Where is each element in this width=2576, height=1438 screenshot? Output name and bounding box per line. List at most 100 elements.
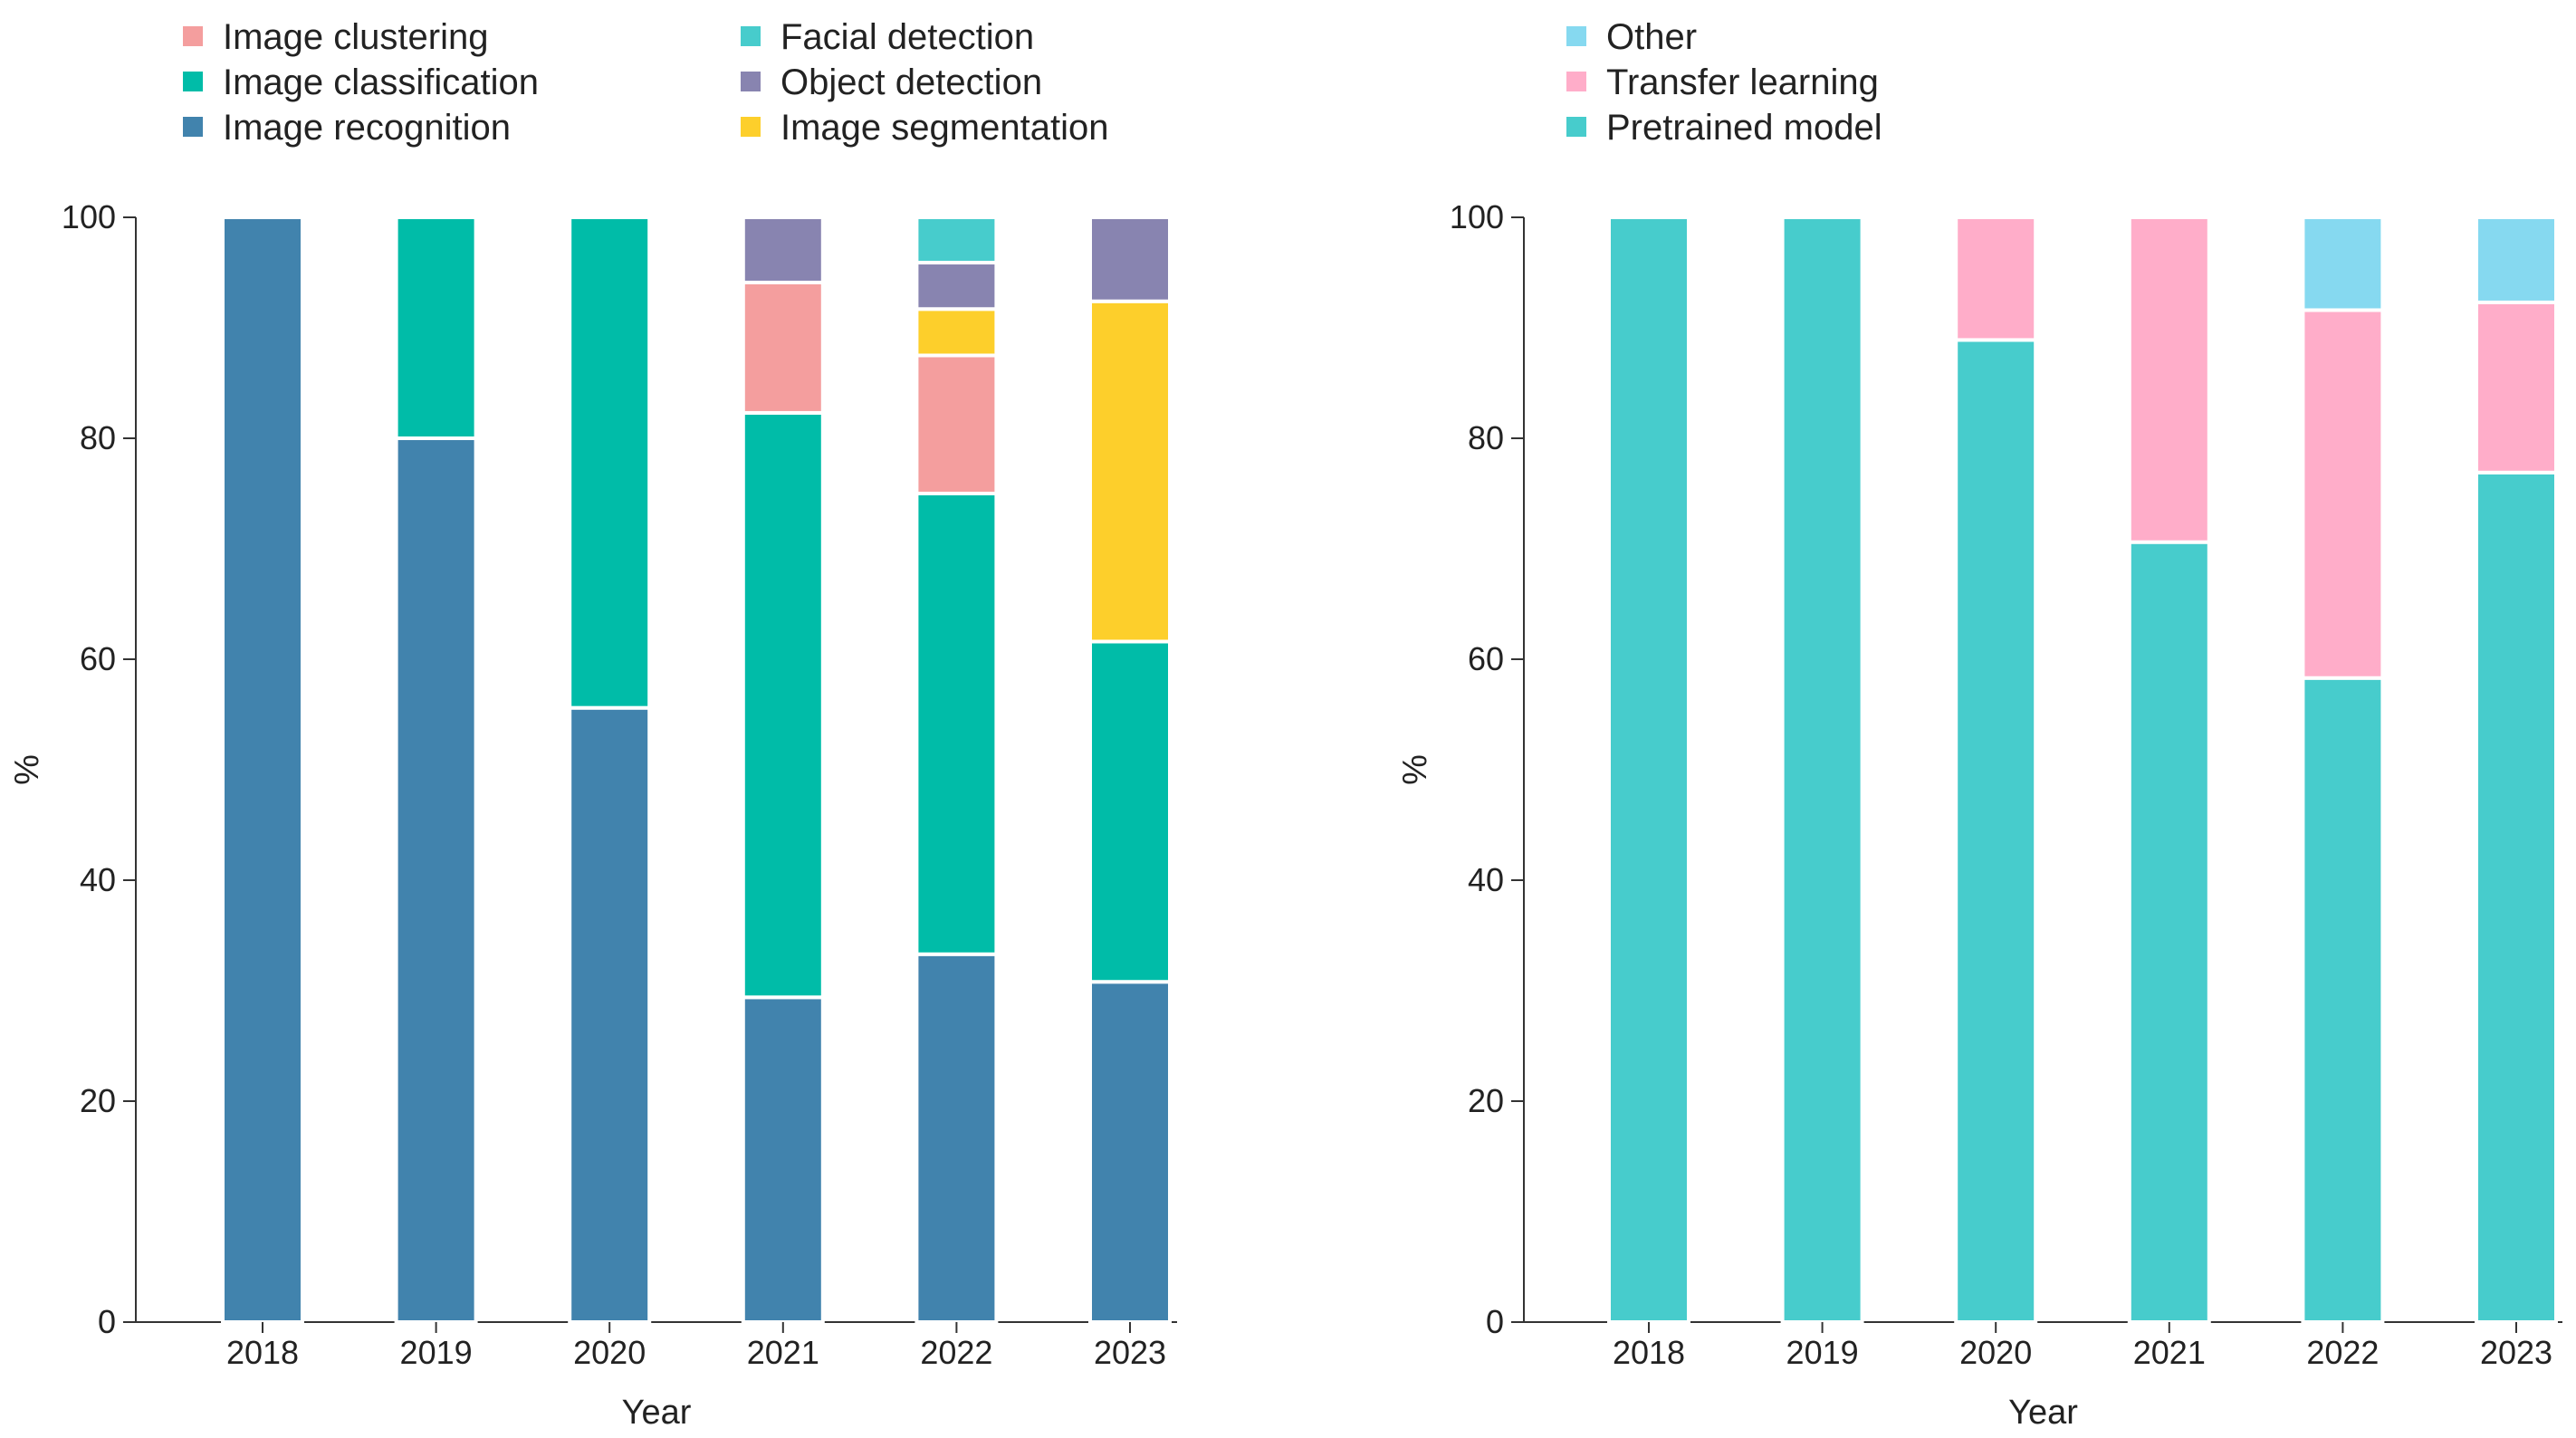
bar-group-2022: [2301, 216, 2385, 1324]
y-tick-label: 0: [1486, 1303, 1504, 1340]
legend-label: Object detection: [780, 62, 1042, 102]
y-tick-label: 60: [80, 640, 116, 677]
legend-item-image-segmentation: Image segmentation: [741, 108, 1108, 148]
bar-group-2021: [741, 216, 825, 1324]
x-tick-label: 2018: [226, 1334, 299, 1371]
bar-group-2020: [1954, 216, 2038, 1324]
legend-label: Transfer learning: [1606, 62, 1879, 102]
bar-image-recognition-2018: [221, 216, 304, 1324]
bar-image-segmentation-2023: [1088, 299, 1172, 644]
bar-group-2023: [2475, 216, 2558, 1324]
legend-label: Facial detection: [780, 17, 1034, 57]
x-tick-label: 2022: [2306, 1334, 2379, 1371]
bar-pretrained-model-2022: [2301, 676, 2385, 1324]
legend-swatch: [1566, 26, 1586, 46]
bar-object-detection-2021: [741, 216, 825, 284]
x-tick-label: 2021: [2133, 1334, 2206, 1371]
y-tick-label: 80: [80, 419, 116, 456]
bar-group-2019: [1780, 216, 1864, 1324]
bar-group-2018: [1607, 216, 1690, 1324]
chart-image-tasks: Image clustering Image classification Imag…: [8, 17, 1177, 1432]
legend-label: Image clustering: [223, 17, 488, 57]
x-tick-label: 2020: [1959, 1334, 2032, 1371]
bar-transfer-learning-2020: [1954, 216, 2038, 342]
x-tick-label: 2018: [1613, 1334, 1685, 1371]
legend-item-image-classification: Image classification: [183, 62, 539, 102]
x-axis-title: Year: [622, 1394, 692, 1432]
x-tick-label: 2022: [920, 1334, 992, 1371]
x-tick-label: 2021: [747, 1334, 819, 1371]
legend-swatch: [741, 117, 761, 137]
x-tick-label: 2023: [1094, 1334, 1166, 1371]
bar-pretrained-model-2019: [1780, 216, 1864, 1324]
bar-other-2022: [2301, 216, 2385, 312]
bar-object-detection-2023: [1088, 216, 1172, 303]
legend-item-pretrained-model: Pretrained model: [1566, 108, 1882, 148]
x-tick-label: 2023: [2480, 1334, 2552, 1371]
bar-image-recognition-2021: [741, 995, 825, 1324]
legend-swatch: [741, 72, 761, 91]
y-tick-label: 0: [98, 1303, 116, 1340]
bar-image-recognition-2022: [915, 952, 999, 1324]
y-tick-label: 80: [1468, 419, 1504, 456]
legend-swatch: [183, 117, 203, 137]
y-axis-title: %: [1396, 754, 1434, 785]
legend-label: Pretrained model: [1606, 108, 1882, 148]
bar-image-classification-2019: [394, 216, 478, 440]
bar-group-2023: [1088, 216, 1172, 1324]
bar-pretrained-model-2021: [2127, 540, 2211, 1324]
x-tick-label: 2019: [400, 1334, 473, 1371]
legend-swatch: [183, 72, 203, 91]
bar-pretrained-model-2023: [2475, 470, 2558, 1324]
bar-transfer-learning-2021: [2127, 216, 2211, 544]
bar-image-classification-2022: [915, 492, 999, 956]
y-tick-label: 20: [80, 1082, 116, 1119]
bar-image-recognition-2019: [394, 436, 478, 1324]
bar-group-2020: [568, 216, 652, 1324]
bar-image-recognition-2023: [1088, 980, 1172, 1324]
x-tick-label: 2019: [1786, 1334, 1859, 1371]
bar-group-2021: [2127, 216, 2211, 1324]
x-tick-label: 2020: [573, 1334, 646, 1371]
legend-swatch: [1566, 117, 1586, 137]
bar-object-detection-2022: [915, 261, 999, 312]
legend-label: Other: [1606, 17, 1697, 57]
legend-item-other: Other: [1566, 17, 1697, 57]
legend-label: Image recognition: [223, 108, 511, 148]
legend-item-image-recognition: Image recognition: [183, 108, 511, 148]
chart-learning-methods: Other Transfer learning Pretrained model 0 2…: [1396, 17, 2562, 1432]
bar-group-2022: [915, 216, 999, 1324]
bar-transfer-learning-2023: [2475, 300, 2558, 475]
bar-image-classification-2023: [1088, 639, 1172, 984]
legend-label: Image segmentation: [780, 108, 1108, 148]
bar-group-2019: [394, 216, 478, 1324]
legend-item-facial-detection: Facial detection: [741, 17, 1034, 57]
legend-swatch: [1566, 72, 1586, 91]
bar-pretrained-model-2020: [1954, 338, 2038, 1324]
y-tick-label: 60: [1468, 640, 1504, 677]
legend-item-object-detection: Object detection: [741, 62, 1042, 102]
y-tick-label: 40: [1468, 861, 1504, 898]
bar-group-2018: [221, 216, 304, 1324]
bar-facial-detection-2022: [915, 216, 999, 265]
y-axis-title: %: [8, 754, 46, 785]
y-tick-label: 100: [62, 198, 116, 235]
bar-other-2023: [2475, 216, 2558, 304]
legend-label: Image classification: [223, 62, 539, 102]
bar-image-recognition-2020: [568, 705, 652, 1324]
bar-image-classification-2020: [568, 216, 652, 710]
y-tick-label: 20: [1468, 1082, 1504, 1119]
bar-image-classification-2021: [741, 410, 825, 1000]
y-tick-label: 40: [80, 861, 116, 898]
legend-item-transfer-learning: Transfer learning: [1566, 62, 1879, 102]
x-axis-title: Year: [2008, 1394, 2078, 1432]
legend-swatch: [741, 26, 761, 46]
y-tick-label: 100: [1450, 198, 1504, 235]
bar-transfer-learning-2022: [2301, 308, 2385, 680]
bar-image-clustering-2022: [915, 353, 999, 495]
legend-swatch: [183, 26, 203, 46]
bar-image-clustering-2021: [741, 280, 825, 415]
bar-image-segmentation-2022: [915, 307, 999, 358]
legend-item-image-clustering: Image clustering: [183, 17, 488, 57]
